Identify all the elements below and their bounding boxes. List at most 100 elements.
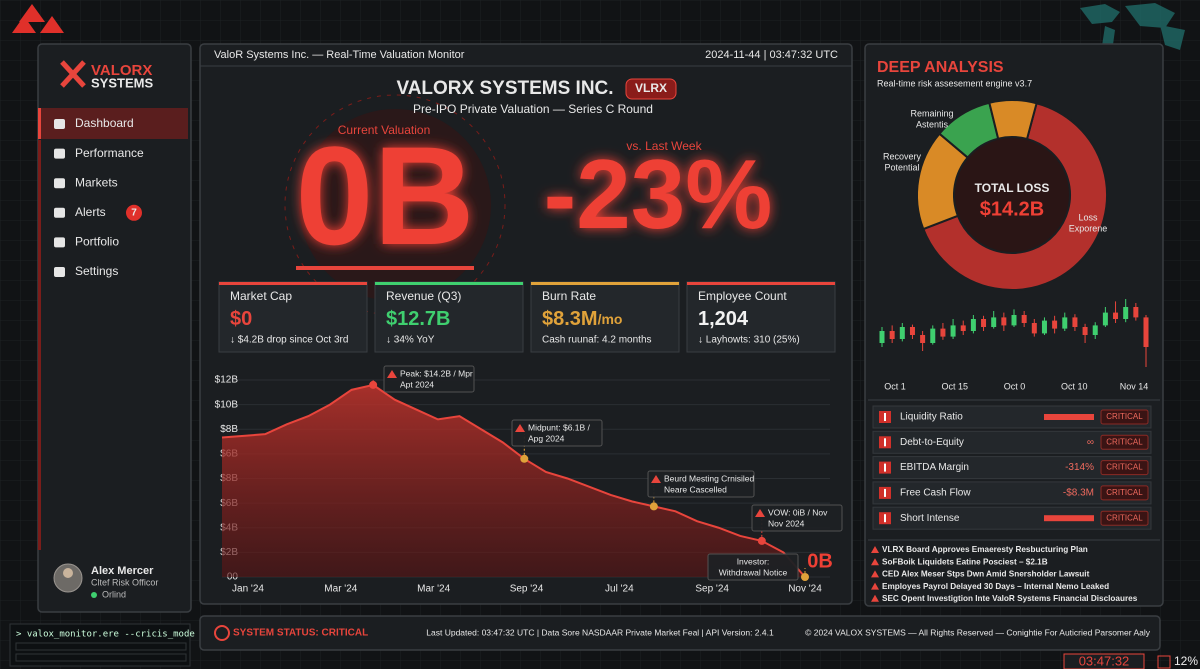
candle-body: [1011, 315, 1017, 326]
annotation-box: [511, 419, 603, 447]
candle-body: [1052, 320, 1058, 329]
menu-item[interactable]: Markets: [75, 175, 118, 189]
kpi-value: $12.7B: [386, 308, 451, 330]
warning-icons: [12, 4, 64, 33]
sidebar-edge: [38, 140, 41, 550]
risk-label: Debt-to-Equity: [900, 437, 964, 448]
menu-item[interactable]: Dashboard: [75, 116, 134, 130]
candle-body: [899, 327, 905, 339]
kpi-card: [374, 281, 524, 353]
line: [221, 383, 806, 578]
menu-item[interactable]: Performance: [75, 146, 144, 160]
candle-body: [1143, 317, 1149, 347]
donut-center-title: TOTAL LOSS: [975, 181, 1050, 195]
risk-bar: [1044, 515, 1094, 522]
news-list: VLRX Board Approves Emaeresty Resbucturi…: [868, 539, 1160, 603]
annotation-icon: [651, 475, 661, 483]
x-tick-label: Sep '24: [695, 584, 729, 595]
x-tick-label: Oct 15: [941, 381, 968, 391]
status-badge: [1100, 485, 1149, 501]
status-badge: [1100, 409, 1149, 425]
news-item: VLRX Board Approves Emaeresty Resbucturi…: [882, 545, 1088, 554]
company-name: VALORX SYSTEMS INC.: [396, 78, 613, 99]
menu-item[interactable]: Alerts: [75, 205, 106, 219]
candle-body: [1041, 320, 1047, 334]
kpi-accent: [219, 282, 367, 285]
logo: VALORX SYSTEMS: [60, 60, 153, 90]
candle-body: [940, 328, 946, 337]
valuation-underline: [296, 266, 474, 270]
risk-value: -314%: [1065, 462, 1094, 473]
x-tick-label: Mar '24: [324, 584, 357, 595]
candle-body: [1062, 317, 1068, 329]
donut-hole: [955, 138, 1069, 252]
annotation-text: Beurd Mesting Crnisiled: [664, 473, 755, 483]
donut-label: Astentis: [916, 119, 949, 129]
risk-row: [872, 430, 1152, 454]
world-map: [1080, 3, 1185, 52]
candle-body: [1123, 307, 1129, 319]
change-label: vs. Last Week: [626, 139, 702, 153]
annotation-text: Withdrawal Notice: [719, 567, 788, 577]
candle-body: [909, 327, 915, 335]
news-item: CED Alex Meser Stps Dwn Amid Snersholder…: [882, 570, 1090, 579]
annotation-point: [520, 454, 529, 463]
kpi-unit: /mo: [598, 311, 623, 327]
annotation-point: [801, 573, 809, 581]
kpi-value: $8.3M/mo: [542, 308, 622, 330]
risk-row: [872, 405, 1152, 429]
candle-body: [960, 325, 966, 331]
menu-icon: [54, 119, 65, 129]
badge-count: 7: [131, 207, 137, 218]
footer-copyright: © 2024 VALOX SYSTEMS — All Rights Reserv…: [805, 627, 1151, 637]
clock-box: [1063, 653, 1145, 669]
kpi-accent: [531, 282, 679, 285]
risk-label: Short Intense: [900, 513, 960, 524]
candle-body: [981, 319, 987, 327]
kpi-label: Revenue (Q3): [386, 289, 461, 303]
x-tick-label: Mar '24: [417, 584, 450, 595]
kpi-note: Cash ruunaf: 4.2 months: [542, 335, 652, 346]
candle-body: [991, 317, 997, 327]
menu-item[interactable]: Portfolio: [75, 235, 119, 249]
terminal-field: [15, 642, 187, 651]
x-tick-label: Jan '24: [232, 584, 264, 595]
risk-icon-mark: [884, 488, 886, 497]
candle-body: [950, 325, 956, 337]
risk-icon-mark: [884, 514, 886, 523]
annotation-icon: [515, 424, 525, 432]
kpi-value-text: $0: [230, 308, 252, 330]
candle-body: [970, 319, 976, 331]
kpi-label: Burn Rate: [542, 289, 596, 303]
candlestick-chart: Oct 1 Oct 15 Oct 0 Oct 10 Nov 14: [868, 299, 1160, 401]
news-item: SoFBoik Liquidets Eatine Posciest – $2.1…: [882, 557, 1048, 566]
footer: [199, 615, 1161, 651]
annotation-text: Apg 2024: [528, 433, 565, 443]
donut-segment: [988, 99, 1038, 141]
candle-body: [1082, 327, 1088, 335]
x-tick-label: Oct 10: [1061, 381, 1088, 391]
status-dot: [91, 592, 97, 598]
y-tick-label: $8B: [220, 424, 238, 435]
candle-body: [1102, 312, 1108, 326]
x-tick-label: Sep '24: [510, 584, 544, 595]
risk-row: [872, 456, 1152, 480]
menu: Dashboard Performance Markets Alerts 7 Portfo…: [54, 116, 144, 278]
annotation-point: [757, 536, 766, 545]
user-role: Cltef Risk Officor: [91, 577, 158, 587]
kpi-value-text: $12.7B: [386, 308, 451, 330]
logo-text: VALORX: [91, 62, 152, 79]
battery-icon: [1157, 655, 1171, 669]
logo-text: SYSTEMS: [91, 75, 153, 90]
ticker-badge: [625, 78, 677, 100]
menu-icon: [54, 237, 65, 248]
annotation-text: Midpunt: $6.1B /: [528, 422, 591, 432]
user-name: Alex Mercer: [91, 565, 154, 577]
menu-item[interactable]: Settings: [75, 264, 118, 278]
x-tick-label: Oct 1: [884, 381, 906, 391]
risk-icon-mark: [884, 463, 886, 472]
header-timestamp: 2024-11-44 | 03:47:32 UTC: [705, 49, 838, 61]
kpi-label: Employee Count: [698, 289, 787, 303]
